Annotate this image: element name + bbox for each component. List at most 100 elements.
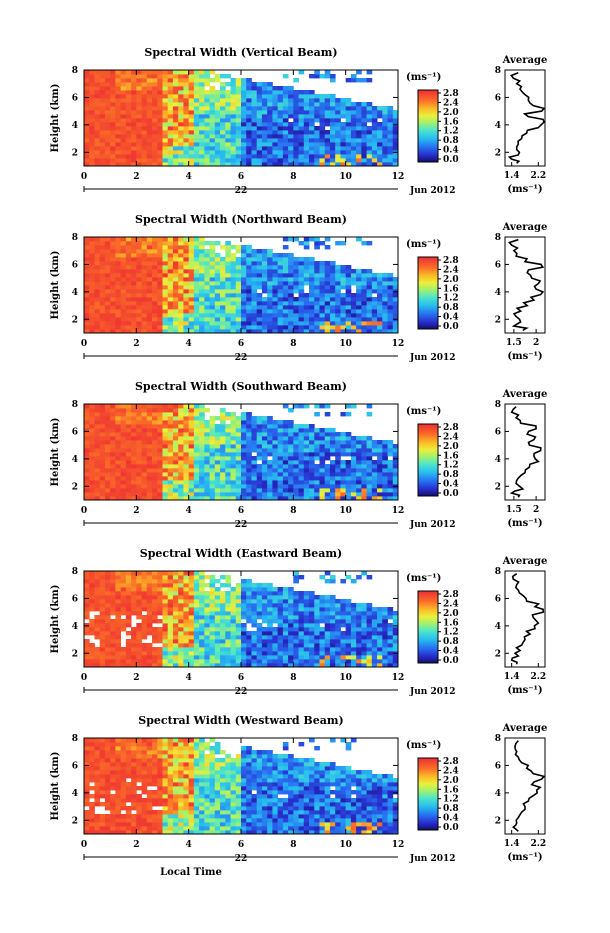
average-y-tick-label: 8 (495, 66, 501, 76)
y-tick-label: 8 (72, 567, 78, 577)
average-y-tick-label: 6 (495, 427, 501, 437)
colorbar: 2.82.42.01.61.20.80.40.0 (418, 423, 459, 499)
x-tick-label: 12 (392, 506, 405, 516)
colorbar-tick-label: 0.0 (443, 322, 459, 332)
x-tick-label: 6 (238, 673, 244, 683)
day-label: 22 (235, 520, 248, 530)
average-x-tick-label: 2.2 (530, 672, 546, 682)
y-tick-label: 2 (72, 649, 78, 659)
colorbar-unit: (ms⁻¹) (406, 573, 441, 584)
average-line (510, 73, 545, 164)
x-tick-label: 10 (339, 840, 352, 850)
x-tick-label: 6 (238, 172, 244, 182)
average-x-tick-label: 1.4 (504, 171, 520, 181)
average-y-tick-label: 6 (495, 93, 501, 103)
colorbar-tick-label: 0.0 (443, 656, 459, 666)
date-label: Jun 2012 (409, 353, 456, 363)
average-title: Average (502, 723, 548, 734)
colorbar-unit: (ms⁻¹) (406, 740, 441, 751)
y-tick-label: 4 (72, 622, 78, 632)
y-tick-label: 6 (72, 427, 78, 437)
y-axis-label: Height (km) (50, 418, 61, 487)
heatmap (84, 738, 398, 834)
average-title: Average (502, 556, 548, 567)
average-y-tick-label: 4 (495, 622, 501, 632)
y-tick-label: 6 (72, 761, 78, 771)
y-tick-label: 2 (72, 482, 78, 492)
colorbar: 2.82.42.01.61.20.80.40.0 (418, 757, 459, 833)
colorbar: 2.82.42.01.61.20.80.40.0 (418, 256, 459, 332)
day-label: 22 (235, 353, 248, 363)
x-tick-label: 0 (81, 506, 87, 516)
x-tick-label: 10 (339, 673, 352, 683)
x-tick-label: 12 (392, 673, 405, 683)
x-tick-label: 12 (392, 840, 405, 850)
average-x-axis-label: (ms⁻¹) (507, 351, 542, 362)
x-tick-label: 4 (186, 840, 192, 850)
average-y-tick-label: 8 (495, 233, 501, 243)
x-tick-label: 0 (81, 339, 87, 349)
average-profile: Average 2 4 6 8 1.4 2.2 (ms⁻¹) (495, 55, 548, 195)
x-tick-label: 2 (133, 673, 139, 683)
y-tick-label: 4 (72, 121, 78, 131)
average-x-tick-label: 2.2 (530, 171, 546, 181)
x-tick-label: 12 (392, 172, 405, 182)
date-label: Jun 2012 (409, 854, 456, 864)
average-line (513, 741, 544, 832)
colorbar-tick-label: 0.0 (443, 155, 459, 165)
average-y-tick-label: 4 (495, 455, 501, 465)
x-tick-label: 6 (238, 840, 244, 850)
date-label: Jun 2012 (409, 687, 456, 697)
x-tick-label: 6 (238, 339, 244, 349)
panel-title: Spectral Width (Southward Beam) (135, 380, 347, 393)
average-y-tick-label: 8 (495, 567, 501, 577)
panel-2: Spectral Width (Southward Beam) 2 4 6 8 Heigh… (50, 380, 547, 530)
x-tick-label: 10 (339, 339, 352, 349)
y-tick-label: 8 (72, 233, 78, 243)
average-y-tick-label: 2 (495, 649, 501, 659)
average-y-tick-label: 8 (495, 400, 501, 410)
average-y-tick-label: 4 (495, 789, 501, 799)
average-title: Average (502, 55, 548, 66)
date-label: Jun 2012 (409, 186, 456, 196)
y-tick-label: 8 (72, 66, 78, 76)
x-tick-label: 4 (186, 339, 192, 349)
y-tick-label: 4 (72, 789, 78, 799)
average-y-tick-label: 4 (495, 288, 501, 298)
x-tick-label: 0 (81, 172, 87, 182)
average-x-tick-label: 2 (533, 505, 539, 515)
x-tick-label: 10 (339, 172, 352, 182)
x-tick-label: 2 (133, 339, 139, 349)
average-x-tick-label: 1.4 (504, 839, 520, 849)
day-label: 22 (235, 186, 248, 196)
x-tick-label: 2 (133, 840, 139, 850)
average-title: Average (502, 389, 548, 400)
colorbar: 2.82.42.01.61.20.80.40.0 (418, 590, 459, 666)
colorbar-unit: (ms⁻¹) (406, 239, 441, 250)
average-x-tick-label: 1.4 (504, 672, 520, 682)
heatmap (84, 404, 398, 500)
average-line (509, 240, 543, 331)
y-tick-label: 2 (72, 816, 78, 826)
average-frame (505, 237, 545, 333)
average-y-tick-label: 8 (495, 734, 501, 744)
x-tick-label: 8 (290, 172, 296, 182)
average-x-axis-label: (ms⁻¹) (507, 184, 542, 195)
x-tick-label: 8 (290, 840, 296, 850)
average-y-tick-label: 4 (495, 121, 501, 131)
x-tick-label: 4 (186, 506, 192, 516)
x-axis-label: Local Time (160, 867, 222, 878)
y-axis-label: Height (km) (50, 84, 61, 153)
y-tick-label: 8 (72, 400, 78, 410)
panel-title: Spectral Width (Northward Beam) (135, 213, 347, 226)
panel-4: Spectral Width (Westward Beam)2468Height… (50, 714, 547, 878)
average-x-tick-label: 2 (533, 338, 539, 348)
colorbar-tick-label: 0.0 (443, 489, 459, 499)
date-label: Jun 2012 (409, 520, 456, 530)
average-y-tick-label: 2 (495, 148, 501, 158)
panel-1: Spectral Width (Northward Beam)2468Heigh… (50, 213, 547, 363)
panel-title: Spectral Width (Eastward Beam) (140, 547, 342, 560)
